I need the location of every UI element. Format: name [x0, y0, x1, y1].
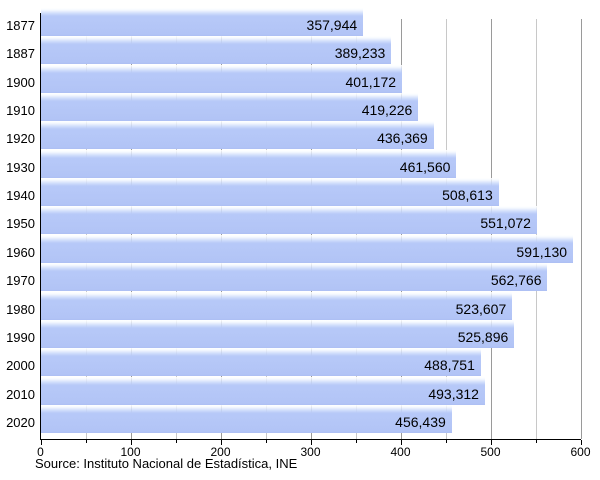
year-label: 1990 — [6, 329, 35, 345]
axis-tick — [265, 440, 267, 443]
value-label: 508,613 — [442, 187, 493, 204]
bar: 523,607 — [41, 291, 513, 320]
year-label: 2010 — [6, 386, 35, 402]
x-tick-label: 600 — [570, 445, 591, 459]
value-label: 461,560 — [399, 158, 451, 175]
year-label: 1887 — [6, 46, 35, 62]
axis-tick — [220, 440, 222, 445]
value-label: 357,944 — [306, 17, 358, 33]
bar: 591,130 — [41, 234, 574, 263]
bar: 456,439 — [41, 404, 452, 433]
value-label: 562,766 — [490, 272, 542, 289]
value-label: 525,896 — [457, 328, 509, 345]
value-label: 591,130 — [516, 243, 568, 260]
bar: 461,560 — [41, 149, 457, 178]
axis-tick — [355, 440, 357, 443]
bar: 525,896 — [41, 319, 515, 348]
year-label: 1940 — [6, 188, 35, 204]
x-tick-label: 400 — [390, 445, 411, 459]
axis-tick — [490, 440, 492, 445]
year-label: 1950 — [6, 216, 35, 232]
bar: 551,072 — [41, 206, 537, 235]
value-label: 456,439 — [395, 413, 446, 430]
axis-tick — [310, 440, 312, 445]
year-label: 1970 — [6, 273, 35, 289]
axis-tick — [40, 440, 42, 445]
source-note: Source: Instituto Nacional de Estadístic… — [35, 456, 298, 471]
x-tick-label: 0 — [37, 445, 44, 459]
bar: 419,226 — [41, 93, 419, 122]
value-label: 436,369 — [377, 130, 428, 147]
value-label: 488,751 — [424, 357, 475, 374]
x-tick-label: 300 — [300, 445, 321, 459]
year-label: 1910 — [6, 103, 35, 119]
year-label: 1930 — [6, 159, 35, 175]
axis-tick — [580, 440, 582, 445]
axis-tick — [85, 440, 87, 443]
year-label: 2000 — [6, 358, 35, 374]
axis-tick — [175, 440, 177, 443]
value-label: 523,607 — [455, 300, 507, 317]
year-label: 1980 — [6, 301, 35, 317]
axis-tick — [535, 440, 537, 443]
value-label: 419,226 — [361, 102, 413, 119]
gridline — [580, 19, 582, 439]
bar: 562,766 — [41, 263, 548, 292]
year-label: 1900 — [6, 74, 35, 90]
bar: 508,613 — [41, 178, 499, 207]
value-label: 551,072 — [480, 215, 531, 232]
year-label: 1877 — [6, 18, 35, 33]
value-label: 401,172 — [345, 73, 397, 90]
x-tick-label: 500 — [480, 445, 501, 459]
year-label: 1960 — [6, 244, 35, 260]
bar: 488,751 — [41, 348, 481, 377]
year-label: 2020 — [6, 414, 35, 430]
x-axis-line — [40, 439, 581, 440]
bar: 389,233 — [41, 36, 392, 65]
bar: 493,312 — [41, 376, 485, 405]
axis-tick — [400, 440, 402, 445]
axis-tick — [130, 440, 132, 445]
x-tick-label: 200 — [210, 445, 231, 459]
y-axis-line — [40, 13, 41, 440]
value-label: 389,233 — [334, 45, 386, 62]
bar: 357,944 — [41, 8, 364, 36]
bar: 401,172 — [41, 64, 403, 93]
value-label: 493,312 — [428, 385, 479, 402]
year-label: 1920 — [6, 131, 35, 147]
axis-tick — [445, 440, 447, 443]
bar: 436,369 — [41, 121, 434, 150]
x-tick-label: 100 — [120, 445, 141, 459]
